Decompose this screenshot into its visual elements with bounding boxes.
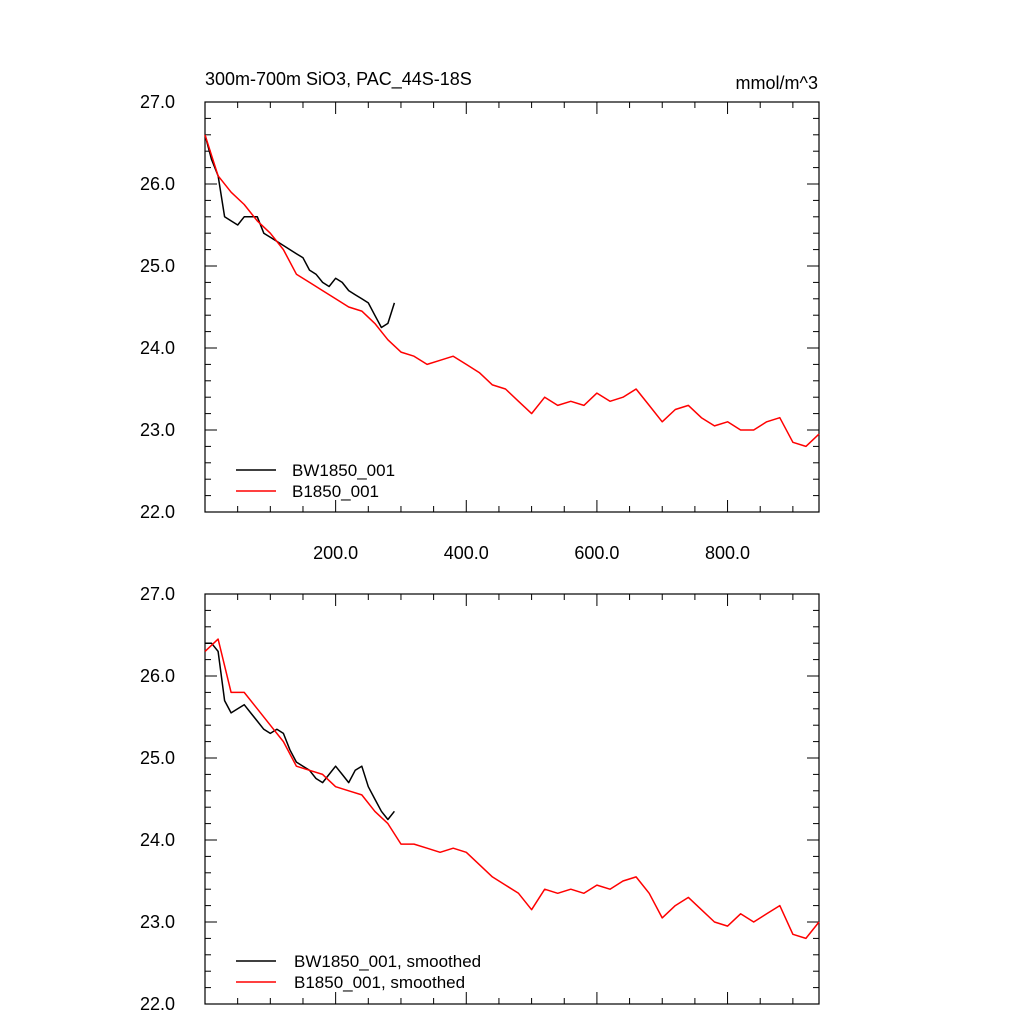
y-tick-label: 24.0 [140, 338, 175, 358]
y-tick-label: 26.0 [140, 174, 175, 194]
panel-smoothed: 22.0 23.0 24.0 25.0 26.0 27.0 BW1850_001, smo… [140, 584, 820, 1014]
y-tick-label: 26.0 [140, 666, 175, 686]
plot-frame [204, 101, 820, 513]
y-axis: 22.0 23.0 24.0 25.0 26.0 27.0 [140, 92, 175, 522]
x-tick-label: 400.0 [444, 543, 489, 563]
legend-label-bw: BW1850_001, smoothed [294, 952, 481, 971]
legend: BW1850_001 B1850_001 [236, 461, 395, 501]
y-tick-label: 27.0 [140, 584, 175, 604]
x-tick-label: 600.0 [574, 543, 619, 563]
legend: BW1850_001, smoothed B1850_001, smoothed [236, 952, 481, 992]
y-tick-label: 25.0 [140, 748, 175, 768]
axis-ticks [205, 593, 819, 1005]
series-line-b1850 [204, 134, 820, 448]
x-axis: 200.0 400.0 600.0 800.0 [313, 543, 750, 563]
legend-label-bw: BW1850_001 [292, 461, 395, 480]
y-tick-label: 22.0 [140, 502, 175, 522]
y-tick-label: 25.0 [140, 256, 175, 276]
y-tick-label: 23.0 [140, 420, 175, 440]
x-tick-label: 200.0 [313, 543, 358, 563]
units-label: mmol/m^3 [736, 73, 818, 93]
y-axis: 22.0 23.0 24.0 25.0 26.0 27.0 [140, 584, 175, 1014]
series-group [204, 638, 820, 940]
chart-title: 300m-700m SiO3, PAC_44S-18S [205, 69, 472, 90]
y-tick-label: 23.0 [140, 912, 175, 932]
y-tick-label: 27.0 [140, 92, 175, 112]
y-tick-label: 24.0 [140, 830, 175, 850]
x-tick-label: 800.0 [705, 543, 750, 563]
legend-label-b: B1850_001 [292, 482, 379, 501]
axis-ticks [205, 101, 819, 513]
series-group [204, 134, 820, 448]
plot-frame [204, 593, 820, 1005]
series-line-b1850 [204, 638, 820, 940]
y-tick-label: 22.0 [140, 994, 175, 1014]
series-line-bw1850 [205, 642, 395, 821]
legend-label-b: B1850_001, smoothed [294, 973, 465, 992]
series-line-bw1850 [204, 134, 396, 329]
panel-raw: 300m-700m SiO3, PAC_44S-18S mmol/m^3 22.… [140, 69, 820, 563]
